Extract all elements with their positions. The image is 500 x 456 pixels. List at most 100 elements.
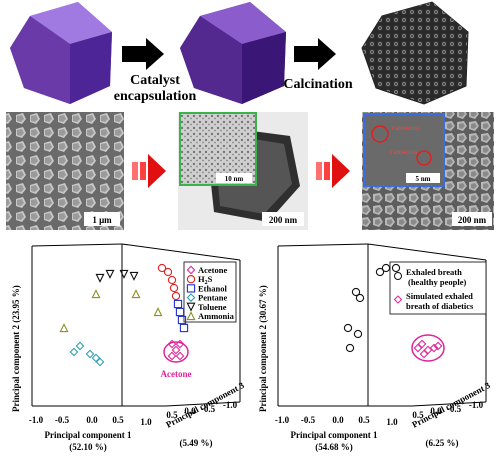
plot1-toluene-point-3	[129, 271, 139, 281]
plot1-ztick-0: 0.5	[166, 410, 178, 420]
legend-ethanol-label: Ethanol	[198, 283, 227, 293]
plot2-series0-point-5	[343, 323, 353, 333]
plot2-xlabel-pct: (54.68 %)	[315, 442, 353, 452]
plot2-zlabel-pct: (6.25 %)	[426, 438, 459, 448]
plot1-pentane-point-1	[75, 341, 85, 351]
plot1-ethanol-point-1	[175, 307, 185, 317]
tem-scale-label: 200 nm	[269, 215, 298, 225]
plot1-pentane-point-3	[91, 353, 101, 363]
plot2-ylabel: Principal component 2 (30.67 %)	[258, 285, 268, 412]
plot1-ztick-1: 0.0	[184, 406, 196, 416]
porous-framework-icon	[361, 1, 469, 105]
catalyst-label: Catalyst	[130, 73, 180, 88]
plot1-zlabel-pct: (5.49 %)	[180, 438, 213, 448]
tem-image: 10 nm 200 nm	[178, 112, 308, 230]
plot2-series0-point-0	[375, 267, 385, 277]
plot2-ztick-2: -0.5	[447, 404, 462, 414]
legend-h2s-marker	[186, 275, 196, 284]
legend-healthy-line2: (healthy people)	[408, 277, 466, 287]
plot1-toluene-point-0	[95, 273, 105, 283]
legend-acetone-label: Acetone	[198, 265, 227, 275]
legend-healthy-marker	[394, 272, 402, 280]
plot1-acetone-point-2	[171, 345, 181, 355]
plot2-xtick-4: 1.0	[386, 417, 398, 427]
plot2-series1-point-2	[423, 345, 433, 355]
process-arrow-1	[122, 38, 164, 70]
red-arrow-2	[316, 154, 350, 188]
purple-dodecahedron-icon	[10, 2, 112, 104]
plot1-ammonia-point-2	[131, 289, 141, 299]
plot2-xtick-0: -1.0	[275, 415, 290, 425]
plot2-series0-point-4	[355, 293, 365, 303]
plot1-xtick-2: 0.0	[86, 415, 98, 425]
legend-toluene-label: Toluene	[198, 302, 227, 312]
plot1-xtick-1: -0.5	[55, 415, 70, 425]
legend-acetone-marker	[186, 265, 196, 275]
legend-diabetic-marker	[393, 295, 403, 304]
plot2-series0-point-1	[381, 263, 391, 273]
legend-pentane-label: Pentane	[198, 293, 228, 303]
plot1-xtick-3: 0.5	[112, 415, 124, 425]
plot2-series1-point-1	[417, 339, 427, 349]
plot2-series0-point-2	[391, 263, 401, 273]
plot2-series1-point-0	[413, 343, 423, 353]
plot2-ztick-1: 0.0	[430, 406, 442, 416]
hrtem-inset-scale-label: 5 nm	[416, 175, 431, 183]
sem1-scale-label: 1 μm	[92, 215, 112, 225]
plot1-pentane-point-4	[95, 357, 105, 367]
plot2-ztick-3: -1.0	[469, 400, 484, 410]
plot1-points	[59, 263, 189, 367]
plot1-ethanol-point-0	[173, 299, 183, 309]
diabetic-highlight-circle	[411, 334, 445, 362]
plot1-ammonia-point-0	[59, 323, 69, 333]
plot1-toluene-point-2	[119, 269, 129, 279]
pca-plot-1: Principal component 2 (23.95 %) -1.0 -0.…	[11, 243, 246, 452]
hrtem-label-2: Co3O4 (311)	[390, 151, 417, 156]
legend-ammonia-label: Ammonia	[198, 311, 235, 321]
plot2-xtick-3: 0.5	[358, 415, 370, 425]
encapsulated-dodecahedron-icon	[180, 2, 286, 104]
sem2-scale-label: 200 nm	[458, 215, 487, 225]
hrtem-label-1: Co3O4 (311)	[392, 127, 419, 132]
legend-pentane-marker	[186, 293, 196, 302]
plot1-ammonia-point-3	[153, 307, 163, 317]
legend-h2s-label: H2S	[198, 274, 213, 286]
legend-diabetic-line2: breath of diabetics	[406, 301, 474, 311]
plot1-h2s-point-3	[169, 283, 179, 293]
plot1-box	[31, 243, 241, 407]
legend-diabetic-line1: Simulated exhaled	[406, 291, 473, 301]
plot1-ammonia-point-1	[91, 289, 101, 299]
plot2-ztick-0: 0.5	[412, 410, 424, 420]
plot2-series1-point-4	[433, 341, 443, 351]
plot2-points	[343, 263, 443, 359]
plot2-legend: Exhaled breath (healthy people) Simulate…	[389, 261, 487, 315]
plot1-toluene-point-1	[105, 269, 115, 279]
plot1-h2s-point-2	[167, 275, 177, 285]
plot1-pentane-point-0	[69, 347, 79, 357]
plot1-ethanol-point-3	[179, 323, 189, 333]
plot1-h2s-point-1	[163, 267, 173, 277]
legend-ammonia-marker	[186, 311, 196, 321]
legend-toluene-marker	[186, 302, 196, 312]
legend-healthy-line1: Exhaled breath	[406, 267, 462, 277]
acetone-annotation: Acetone	[161, 369, 192, 379]
legend-ethanol-marker	[186, 284, 196, 293]
plot2-box	[277, 243, 487, 407]
red-arrow-1	[132, 154, 166, 188]
plot2-series0-point-6	[353, 329, 363, 339]
plot2-xtick-2: 0.0	[332, 415, 344, 425]
process-arrow-2	[294, 38, 336, 70]
plot1-xlabel-pct: (52.10 %)	[69, 442, 107, 452]
plot2-series0-point-7	[345, 343, 355, 353]
pca-plot-2: Principal component 2 (30.67 %) -1.0 -0.…	[258, 243, 492, 452]
plot2-series1-point-5	[419, 349, 429, 359]
encapsulation-label: encapsulation	[114, 89, 197, 104]
plot1-xtick-0: -1.0	[29, 415, 44, 425]
plot1-pentane-point-2	[85, 349, 95, 359]
plot1-ztick-3: -1.0	[223, 400, 238, 410]
plot2-xtick-1: -0.5	[301, 415, 316, 425]
plot2-xlabel: Principal component 1	[291, 430, 378, 440]
plot1-acetone-point-3	[167, 351, 177, 361]
